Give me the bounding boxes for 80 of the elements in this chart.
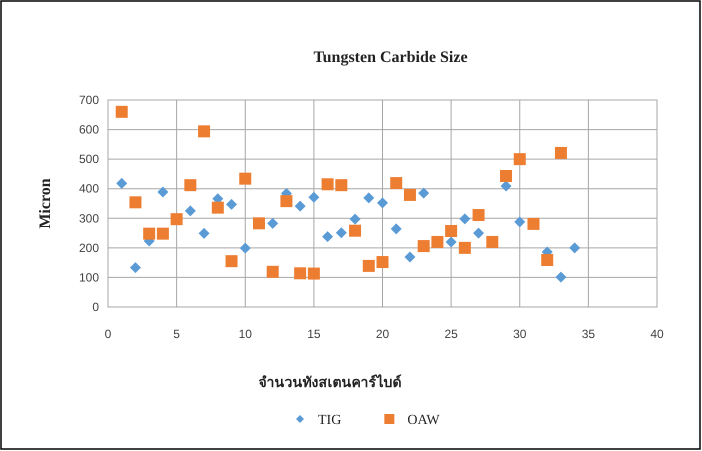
point [555,272,566,283]
x-tick-label: 15 [307,327,321,341]
point [267,218,278,229]
point [418,240,430,252]
y-tick-label: 200 [78,240,100,255]
point [514,153,526,166]
point [116,106,128,118]
y-tick-label: 300 [78,211,100,226]
point [239,172,252,185]
point [198,125,210,138]
point [198,228,210,239]
point [404,188,416,201]
x-tick-label: 40 [650,327,664,341]
point [130,262,141,274]
point [500,170,512,182]
point [184,179,196,192]
point [418,188,430,199]
point [446,236,457,248]
point [473,228,484,239]
y-axis-title: Micron [37,178,54,229]
point [350,214,361,225]
point [240,242,251,254]
point [390,177,402,190]
x-tick-label: 5 [173,327,180,341]
point [226,198,238,210]
point [472,209,485,222]
point [500,180,512,192]
y-tick-label: 600 [78,122,100,137]
point [226,255,238,268]
y-tick-label: 400 [78,182,100,196]
point [143,228,156,240]
point [308,192,320,203]
y-tick-label: 100 [78,270,100,284]
x-tick-label: 30 [513,327,527,341]
point [363,192,374,204]
point [116,178,128,189]
point [569,242,580,254]
point [390,223,402,234]
point [157,186,168,198]
point [294,200,306,212]
point [129,196,142,208]
point [362,260,375,272]
point [377,197,388,208]
point [404,252,416,263]
legend-label: OAW [407,413,440,428]
point [170,213,183,226]
y-tick-label: 0 [92,300,100,314]
point [308,268,320,280]
x-tick-label: 35 [582,327,596,341]
x-tick-label: 25 [444,327,458,341]
y-tick-label: 500 [78,152,100,166]
point [266,266,279,278]
point [458,242,471,254]
chart-title: Tungsten Carbide Size [313,49,468,66]
point [527,218,540,230]
y-tick-label: 700 [78,93,100,107]
point [554,146,567,159]
x-tick-label: 0 [104,327,112,341]
point [445,225,458,237]
point [431,236,444,248]
point [376,256,388,268]
point [212,202,224,214]
point [252,217,265,230]
point [335,179,348,192]
x-tick-label: 10 [238,327,252,341]
point [486,236,498,248]
point [336,227,347,238]
point [541,254,554,266]
point [514,216,526,228]
point [184,205,196,216]
point [280,195,292,208]
point [156,228,169,240]
point [322,178,334,190]
point [322,231,334,242]
point [349,224,362,237]
legend-label: TIG [318,413,342,428]
point [459,213,470,224]
point [294,267,306,280]
x-axis-title: จำนวนทังสเตนคาร์ไบด์ [258,373,402,391]
x-tick-label: 20 [376,327,390,341]
